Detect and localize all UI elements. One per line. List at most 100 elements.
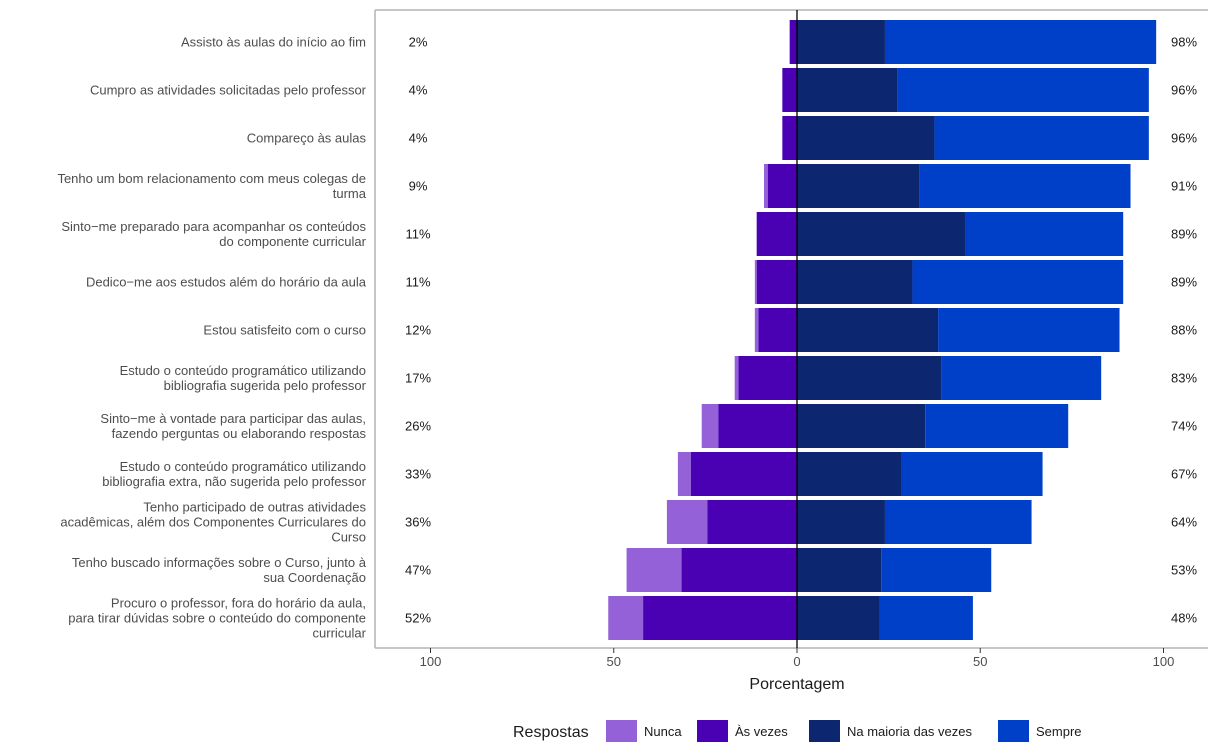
right-percent-label: 83% [1171,371,1197,386]
legend-title: Respostas [513,724,589,741]
category-label: Sinto−me preparado para acompanhar os co… [61,219,366,249]
category-label: Sinto−me à vontade para participar das a… [100,411,366,441]
legend-label: Nunca [644,724,682,739]
left-percent-label: 11% [405,227,430,242]
legend: Respostas Nunca Às vezes Na maioria das vez… [513,720,1082,742]
bar-na-maioria-das-vezes-9 [797,452,902,496]
bar-às-vezes-11 [681,548,797,592]
right-percent-label: 74% [1171,419,1197,434]
bar-na-maioria-das-vezes-2 [797,116,935,160]
bar-nunca-12 [608,596,644,640]
category-label: Dedico−me aos estudos além do horário da… [86,275,367,290]
bar-sempre-8 [925,404,1069,448]
legend-swatch [697,720,728,742]
bar-sempre-10 [884,500,1032,544]
left-percent-label: 26% [405,419,431,434]
bar-sempre-11 [881,548,992,592]
left-percent-label: 4% [409,131,428,146]
labels-layer: Assisto às aulas do início ao fim 2% 98% Cu… [57,35,1197,641]
bar-sempre-7 [941,356,1102,400]
left-percent-label: 36% [405,515,431,530]
category-label: Cumpro as atividades solicitadas pelo pr… [90,83,367,98]
bar-nunca-5 [754,260,757,304]
bar-na-maioria-das-vezes-11 [797,548,882,592]
bar-sempre-6 [938,308,1120,352]
bar-na-maioria-das-vezes-12 [797,596,880,640]
category-label: Estudo o conteúdo programático utilizand… [102,459,366,489]
bar-nunca-7 [734,356,739,400]
bar-às-vezes-9 [690,452,797,496]
bar-às-vezes-6 [758,308,797,352]
bar-sempre-4 [965,212,1124,256]
bar-nunca-11 [626,548,682,592]
left-percent-label: 11% [405,275,430,290]
left-percent-label: 17% [405,371,431,386]
bar-sempre-0 [884,20,1157,64]
bar-sempre-3 [919,164,1131,208]
x-axis: 100 50 0 50 100 [420,648,1175,669]
x-tick-label: 100 [420,654,442,669]
bar-às-vezes-5 [756,260,797,304]
left-percent-label: 47% [405,563,431,578]
x-tick-label: 100 [1153,654,1175,669]
x-tick-label: 0 [793,654,800,669]
category-label: Assisto às aulas do início ao fim [181,35,366,50]
legend-swatch [998,720,1029,742]
bar-sempre-5 [912,260,1124,304]
right-percent-label: 96% [1171,83,1197,98]
left-percent-label: 12% [405,323,431,338]
bar-nunca-3 [764,164,768,208]
right-percent-label: 67% [1171,467,1197,482]
category-label: Tenho buscado informações sobre o Curso,… [72,555,367,585]
bar-na-maioria-das-vezes-4 [797,212,966,256]
bar-às-vezes-12 [643,596,797,640]
bar-nunca-8 [701,404,719,448]
x-axis-label: Porcentagem [749,676,844,693]
bar-na-maioria-das-vezes-1 [797,68,898,112]
legend-label: Sempre [1036,724,1082,739]
right-percent-label: 89% [1171,275,1197,290]
bar-na-maioria-das-vezes-7 [797,356,942,400]
x-tick-label: 50 [973,654,987,669]
bar-às-vezes-4 [756,212,797,256]
bar-nunca-10 [666,500,708,544]
bar-às-vezes-10 [707,500,797,544]
legend-label: Às vezes [735,724,788,739]
legend-swatch [809,720,840,742]
bars-layer [608,20,1157,640]
right-percent-label: 98% [1171,35,1197,50]
legend-label: Na maioria das vezes [847,724,972,739]
category-label: Procuro o professor, fora do horário da … [68,596,366,641]
right-percent-label: 89% [1171,227,1197,242]
right-percent-label: 96% [1171,131,1197,146]
bar-na-maioria-das-vezes-3 [797,164,920,208]
right-percent-label: 64% [1171,515,1197,530]
bar-na-maioria-das-vezes-10 [797,500,885,544]
left-percent-label: 9% [409,179,428,194]
category-label: Estou satisfeito com o curso [203,323,366,338]
bar-sempre-2 [934,116,1149,160]
category-label: Tenho um bom relacionamento com meus col… [57,171,366,201]
bar-às-vezes-3 [767,164,797,208]
left-percent-label: 33% [405,467,431,482]
bar-na-maioria-das-vezes-0 [797,20,885,64]
bar-sempre-1 [897,68,1149,112]
right-percent-label: 91% [1171,179,1197,194]
bar-sempre-9 [901,452,1043,496]
category-label: Tenho participado de outras atividades ac… [60,500,366,545]
left-percent-label: 4% [409,83,428,98]
bar-às-vezes-8 [718,404,797,448]
category-label: Compareço às aulas [247,131,367,146]
bar-às-vezes-7 [738,356,797,400]
right-percent-label: 88% [1171,323,1197,338]
bar-na-maioria-das-vezes-5 [797,260,913,304]
right-percent-label: 53% [1171,563,1197,578]
bar-nunca-6 [754,308,759,352]
x-tick-label: 50 [607,654,621,669]
left-percent-label: 52% [405,611,431,626]
right-percent-label: 48% [1171,611,1197,626]
legend-swatch [606,720,637,742]
bar-na-maioria-das-vezes-6 [797,308,939,352]
bar-às-vezes-1 [782,68,797,112]
